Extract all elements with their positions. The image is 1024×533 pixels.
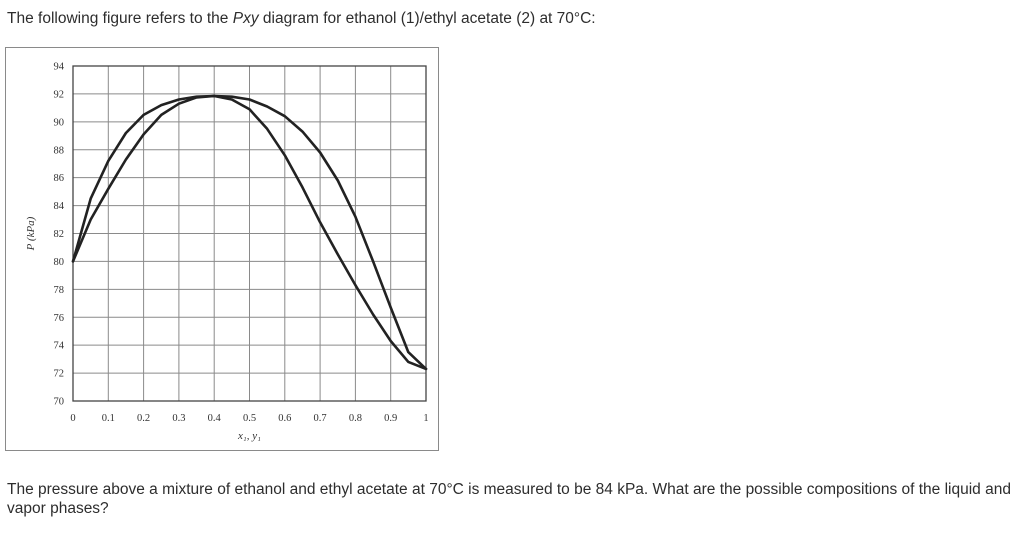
x-tick-label: 1 [423, 413, 428, 424]
intro-text: The following figure refers to the Pxy d… [7, 9, 596, 29]
pxy-diagram-figure: 70 72 74 76 78 80 82 84 86 88 90 92 94 0 0.1 0.2 0.3 0.4 0… [5, 47, 439, 451]
x-tick-label: 0.2 [137, 413, 150, 424]
y-tick-label: 92 [54, 89, 65, 100]
y-tick-label: 90 [54, 117, 65, 128]
series-line-1 [71, 94, 428, 371]
plot-frame [72, 65, 427, 402]
x-tick-label: 0.5 [243, 413, 256, 424]
y-tick-label: 74 [54, 341, 65, 352]
y-tick-label: 88 [54, 145, 65, 156]
intro-prefix: The following figure refers to the [7, 10, 233, 27]
series-line-2 [71, 94, 428, 371]
y-tick-label: 82 [54, 229, 65, 240]
y-tick-label: 70 [54, 397, 65, 408]
intro-suffix: diagram for ethanol (1)/ethyl acetate (2… [258, 10, 596, 27]
x-tick-label: 0.4 [208, 413, 222, 424]
x-axis-title: x₁, y₁ [237, 430, 261, 442]
x-tick-label: 0.3 [172, 413, 185, 424]
y-tick-label: 84 [54, 201, 65, 212]
y-tick-label: 78 [54, 285, 65, 296]
y-tick-label: 72 [54, 369, 65, 380]
x-tick-label: 0 [70, 413, 75, 424]
x-tick-label: 0.1 [102, 413, 115, 424]
question-text: The pressure above a mixture of ethanol … [7, 481, 1011, 517]
y-tick-label: 86 [54, 173, 65, 184]
y-tick-label: 76 [54, 313, 65, 324]
x-tick-label: 0.8 [349, 413, 362, 424]
y-tick-label: 80 [54, 257, 65, 268]
y-tick-label: 94 [54, 62, 65, 73]
intro-emphasis: Pxy [232, 10, 259, 27]
x-tick-label: 0.9 [384, 413, 397, 424]
x-tick-label: 0.6 [278, 413, 291, 424]
y-axis-title: P (kPa) [25, 216, 37, 251]
pxy-chart: 70 72 74 76 78 80 82 84 86 88 90 92 94 0 0.1 0.2 0.3 0.4 0… [25, 62, 429, 443]
x-tick-label: 0.7 [314, 413, 327, 424]
